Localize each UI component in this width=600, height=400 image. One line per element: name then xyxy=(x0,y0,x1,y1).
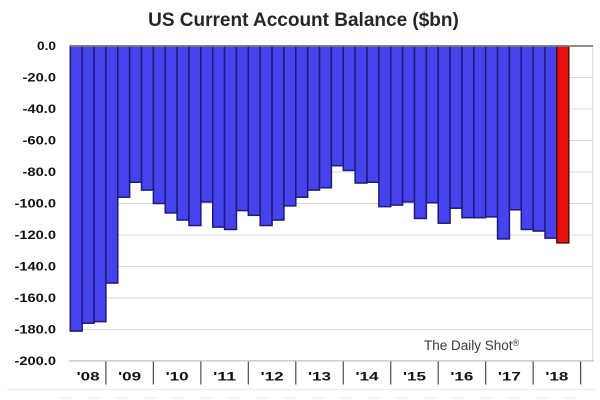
svg-text:US Current Account Balance ($b: US Current Account Balance ($bn) xyxy=(148,10,459,31)
svg-text:-160.0: -160.0 xyxy=(15,293,57,305)
svg-text:'18: '18 xyxy=(545,370,568,384)
svg-text:'09: '09 xyxy=(118,370,141,384)
svg-text:-120.0: -120.0 xyxy=(15,230,57,242)
svg-text:'12: '12 xyxy=(261,370,284,384)
svg-text:-140.0: -140.0 xyxy=(15,262,57,274)
svg-text:-40.0: -40.0 xyxy=(23,104,57,116)
svg-text:'14: '14 xyxy=(356,370,379,384)
svg-text:-100.0: -100.0 xyxy=(15,199,57,211)
svg-text:'10: '10 xyxy=(166,370,189,384)
svg-text:-60.0: -60.0 xyxy=(23,136,57,148)
svg-text:The Daily Shot®: The Daily Shot® xyxy=(424,338,520,353)
svg-text:-20.0: -20.0 xyxy=(23,73,57,85)
svg-text:'17: '17 xyxy=(498,370,521,384)
svg-text:'11: '11 xyxy=(213,370,236,384)
svg-text:0.0: 0.0 xyxy=(37,41,56,53)
svg-text:'13: '13 xyxy=(308,370,331,384)
svg-text:-180.0: -180.0 xyxy=(15,325,57,337)
svg-text:-80.0: -80.0 xyxy=(23,167,57,179)
svg-text:'16: '16 xyxy=(450,370,473,384)
svg-text:'08: '08 xyxy=(77,370,100,384)
svg-text:'15: '15 xyxy=(403,370,426,384)
svg-text:-200.0: -200.0 xyxy=(15,356,57,368)
